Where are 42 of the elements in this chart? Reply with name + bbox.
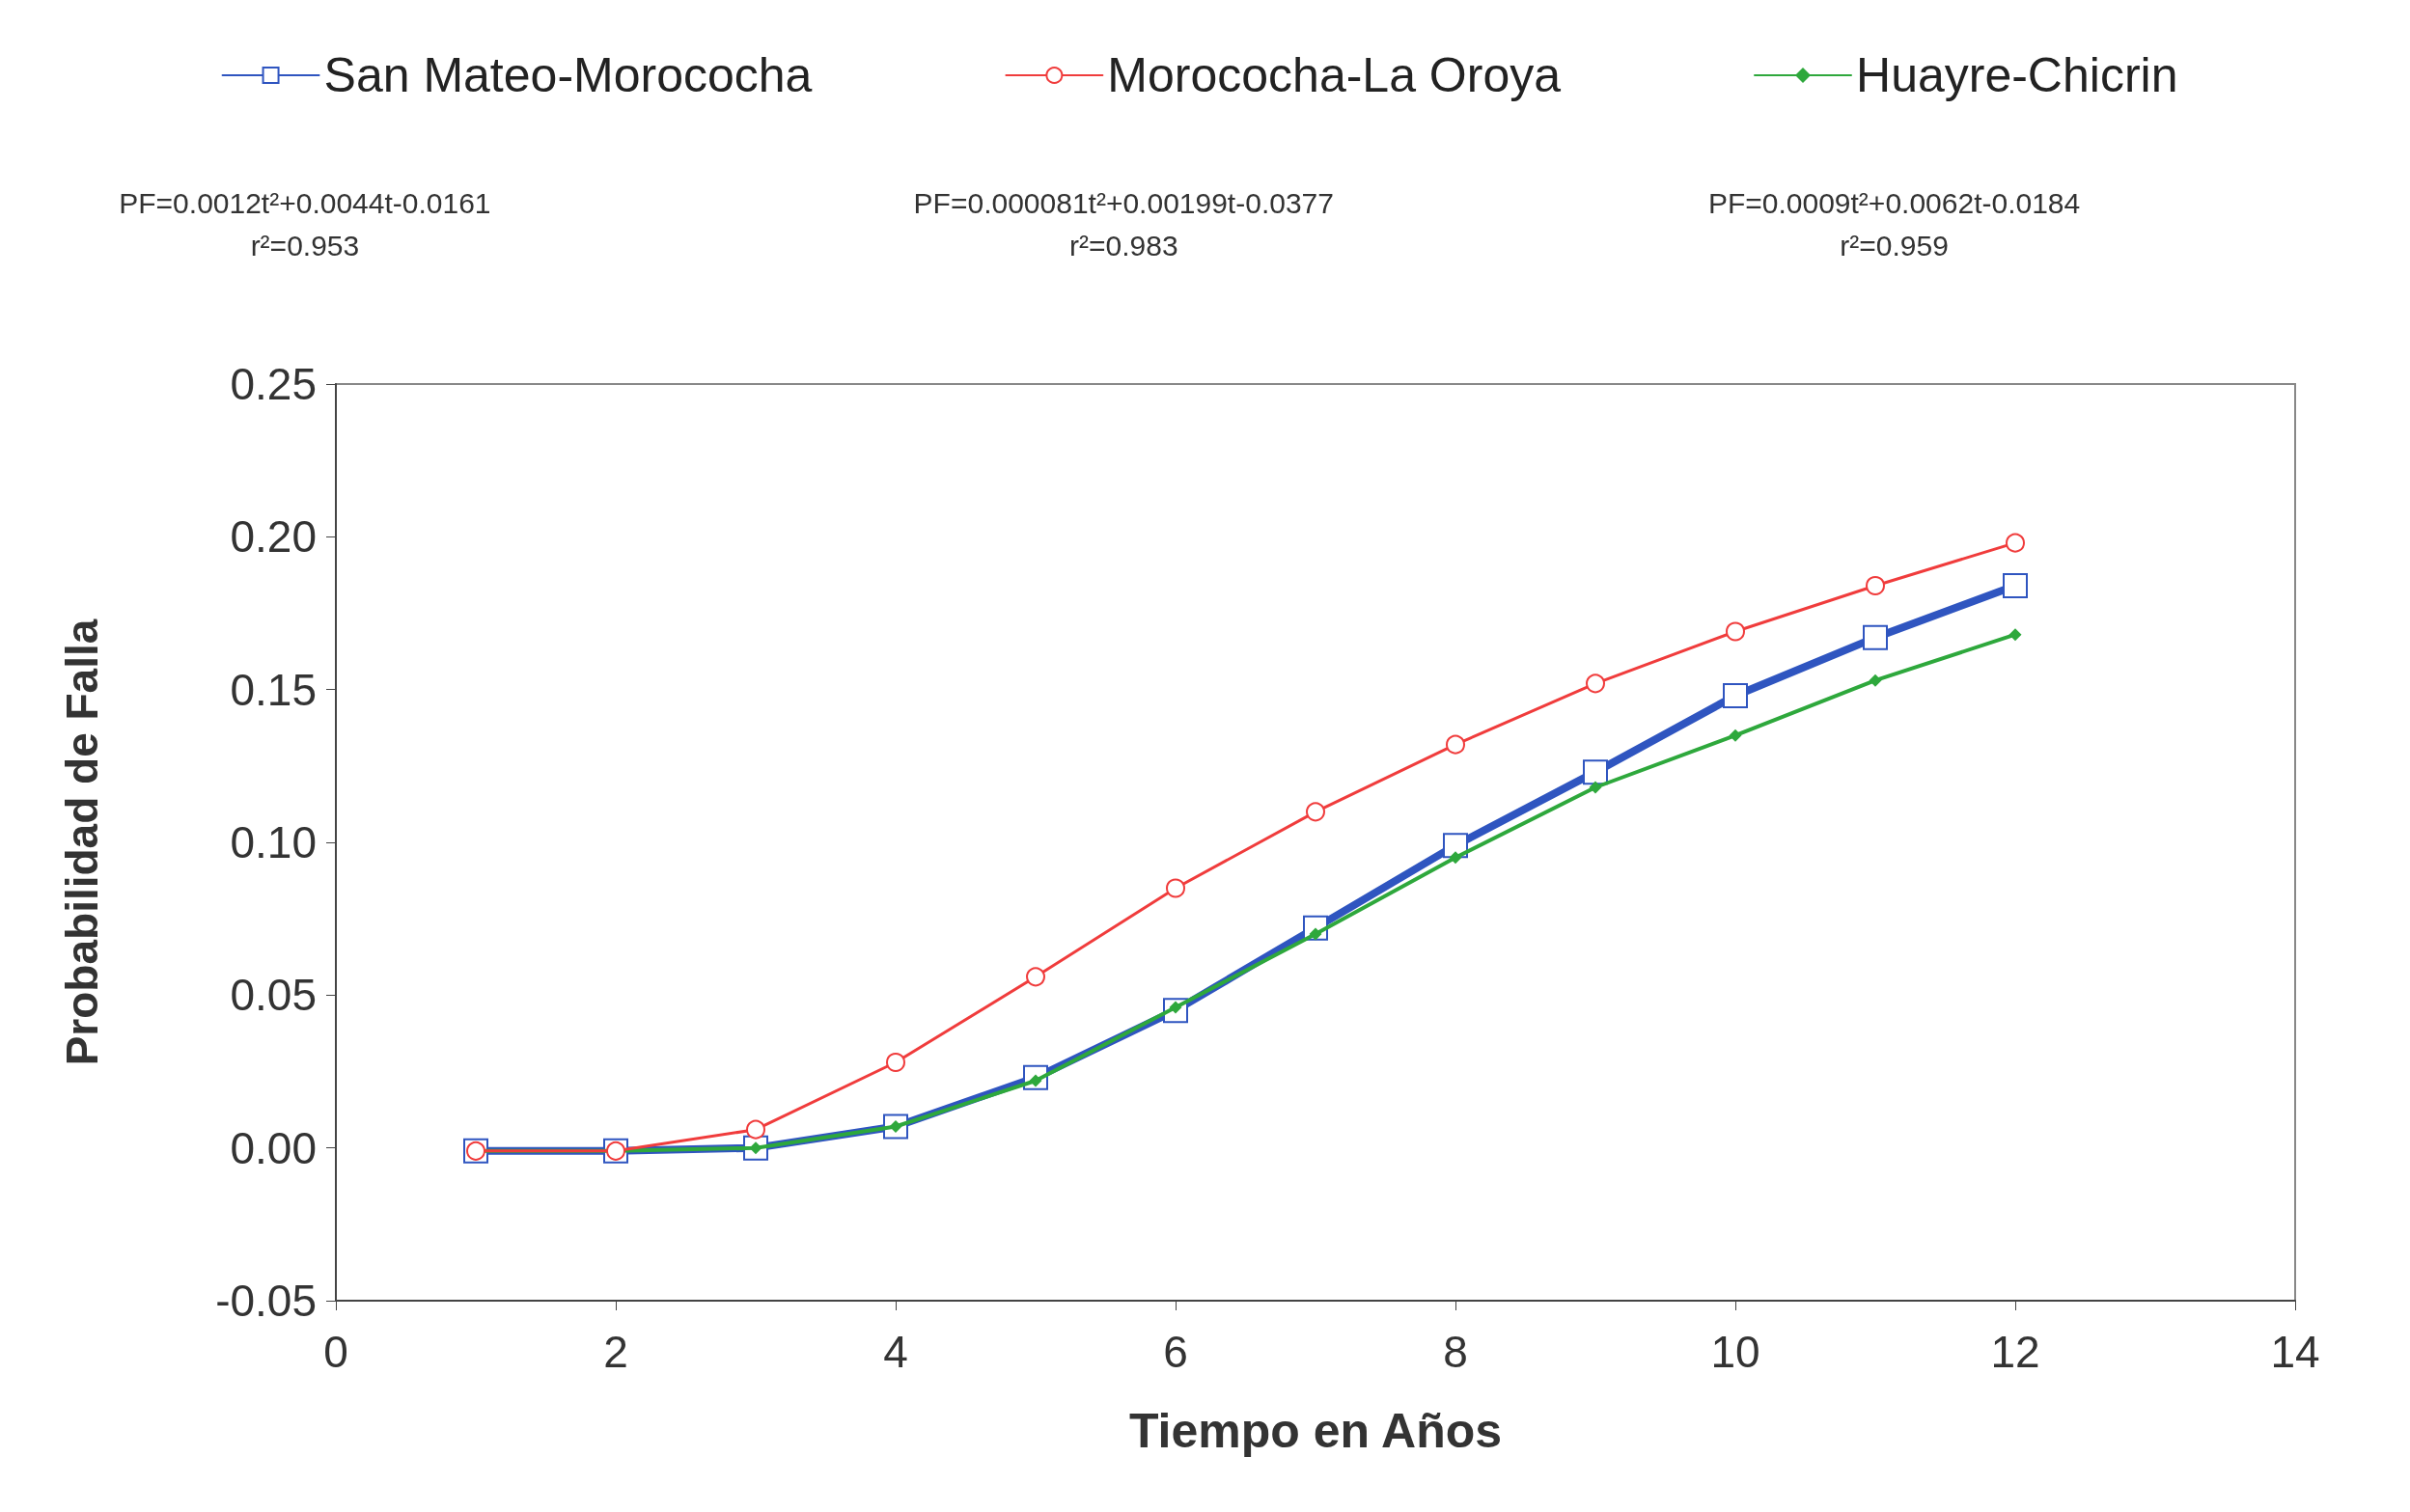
point <box>1026 967 1045 987</box>
point <box>1449 851 1462 865</box>
y-tick-label: 0.05 <box>230 970 317 1021</box>
x-tick-label: 10 <box>1710 1327 1760 1377</box>
point <box>1866 576 1885 595</box>
x-tick-label: 8 <box>1443 1327 1468 1377</box>
y-tick-label: -0.05 <box>215 1276 317 1326</box>
point <box>1166 878 1185 898</box>
x-tick-label: 0 <box>323 1327 348 1377</box>
y-tick-label: 0.10 <box>230 817 317 867</box>
text: PF=0.000081t²+0.00199t-0.0377 r²=0.983 <box>913 186 1334 261</box>
point <box>746 1119 765 1140</box>
legend-label: San Mateo-Morococha <box>323 48 813 102</box>
x-tick-label: 4 <box>883 1327 908 1377</box>
text: PF=0.0009t²+0.0062t-0.0184 r²=0.959 <box>1707 186 2081 261</box>
text: PF=0.0012t²+0.0044t-0.0161 r²=0.953 <box>119 186 491 261</box>
y-axis-title: Probabilidad de Falla <box>57 619 107 1066</box>
point <box>1863 624 1888 650</box>
point <box>2003 573 2028 598</box>
legend-label: Morococha-La Oroya <box>1107 48 1562 102</box>
point <box>1723 683 1748 708</box>
point <box>1869 674 1882 687</box>
legend-label: Huayre-Chicrin <box>1856 48 2178 102</box>
point <box>1586 674 1605 694</box>
point <box>2008 628 2022 642</box>
point <box>1729 729 1742 742</box>
y-tick-label: 0.00 <box>230 1122 317 1173</box>
point <box>1726 621 1745 642</box>
x-tick-label: 2 <box>603 1327 628 1377</box>
y-tick-label: 0.15 <box>230 664 317 715</box>
x-tick-label: 12 <box>1990 1327 2040 1377</box>
point <box>1306 802 1325 822</box>
point <box>1583 759 1608 785</box>
x-tick-label: 14 <box>2270 1327 2320 1377</box>
x-tick-label: 6 <box>1163 1327 1188 1377</box>
y-tick-label: 0.25 <box>230 359 317 409</box>
point <box>1446 734 1465 755</box>
point <box>1589 781 1602 794</box>
point <box>2006 533 2025 553</box>
y-tick-label: 0.20 <box>230 511 317 563</box>
point <box>886 1053 905 1072</box>
x-axis-title: Tiempo en Años <box>1128 1404 1503 1458</box>
